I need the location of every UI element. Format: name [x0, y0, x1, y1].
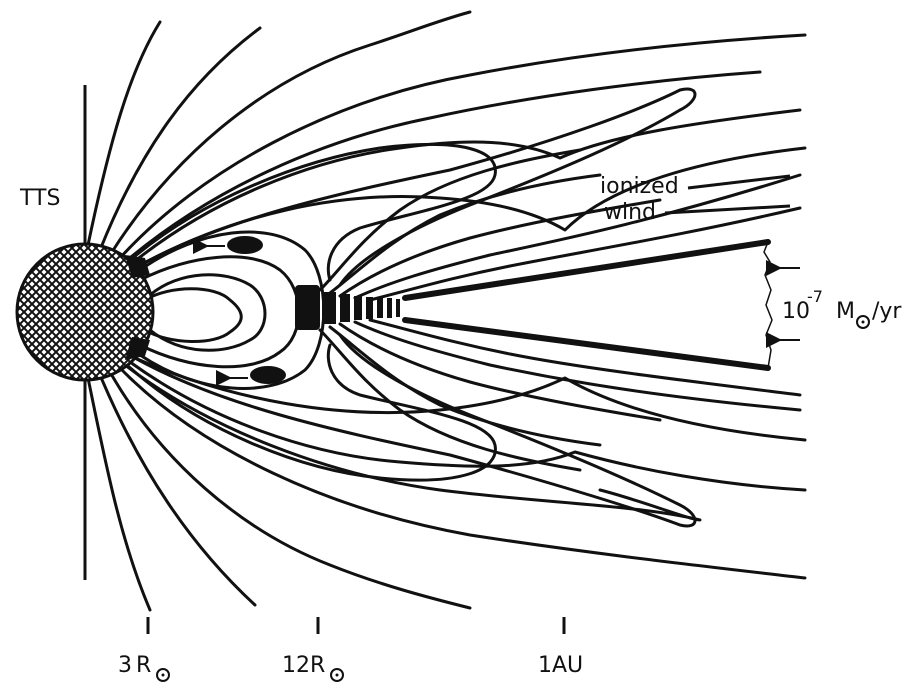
wind-field-lines	[318, 148, 802, 472]
mass-loss-unit-rest: /yr	[872, 299, 902, 324]
mass-loss-exponent: -7	[807, 287, 823, 306]
disk-inner-edge	[295, 285, 320, 330]
wind-label-line1: ionized	[600, 174, 679, 199]
wind-pointer-2	[664, 204, 791, 215]
accretion-hotspot-upper	[125, 255, 150, 278]
disk-transition-region	[322, 292, 400, 324]
mass-loss-unit-m: M	[836, 299, 855, 324]
scale-label-2-unit: R	[310, 653, 325, 678]
accretion-hotspot-lower	[125, 337, 150, 360]
sun-symbol-icon	[156, 668, 170, 682]
wind-label-line2: wind	[604, 200, 656, 225]
disk-upper-surface	[402, 239, 771, 301]
sun-symbol-icon	[856, 315, 870, 329]
sun-symbol-icon	[330, 668, 344, 682]
accretion-disk	[405, 242, 768, 368]
plasma-blob-upper	[227, 236, 263, 254]
mass-loss-base: 10	[782, 299, 810, 324]
wind-pointer-1	[687, 174, 791, 190]
disk-lower-surface	[402, 317, 771, 371]
star-label: TTS	[19, 186, 60, 211]
scale-label-3-value: 1	[538, 653, 552, 678]
mass-loss-rate-label: 10 -7 M /yr	[782, 287, 902, 329]
plasma-blob-lower	[250, 366, 286, 384]
scale-label-2-value: 12	[282, 653, 310, 678]
distance-scale: 3 R 12 R 1 AU	[118, 617, 583, 682]
open-field-lines-lower	[86, 356, 807, 612]
scale-label-1-value: 3	[118, 653, 132, 678]
scale-label-1-unit: R	[136, 653, 151, 678]
scale-label-3-unit: AU	[552, 653, 583, 678]
open-field-lines-upper	[86, 10, 807, 270]
star-body	[15, 242, 155, 382]
